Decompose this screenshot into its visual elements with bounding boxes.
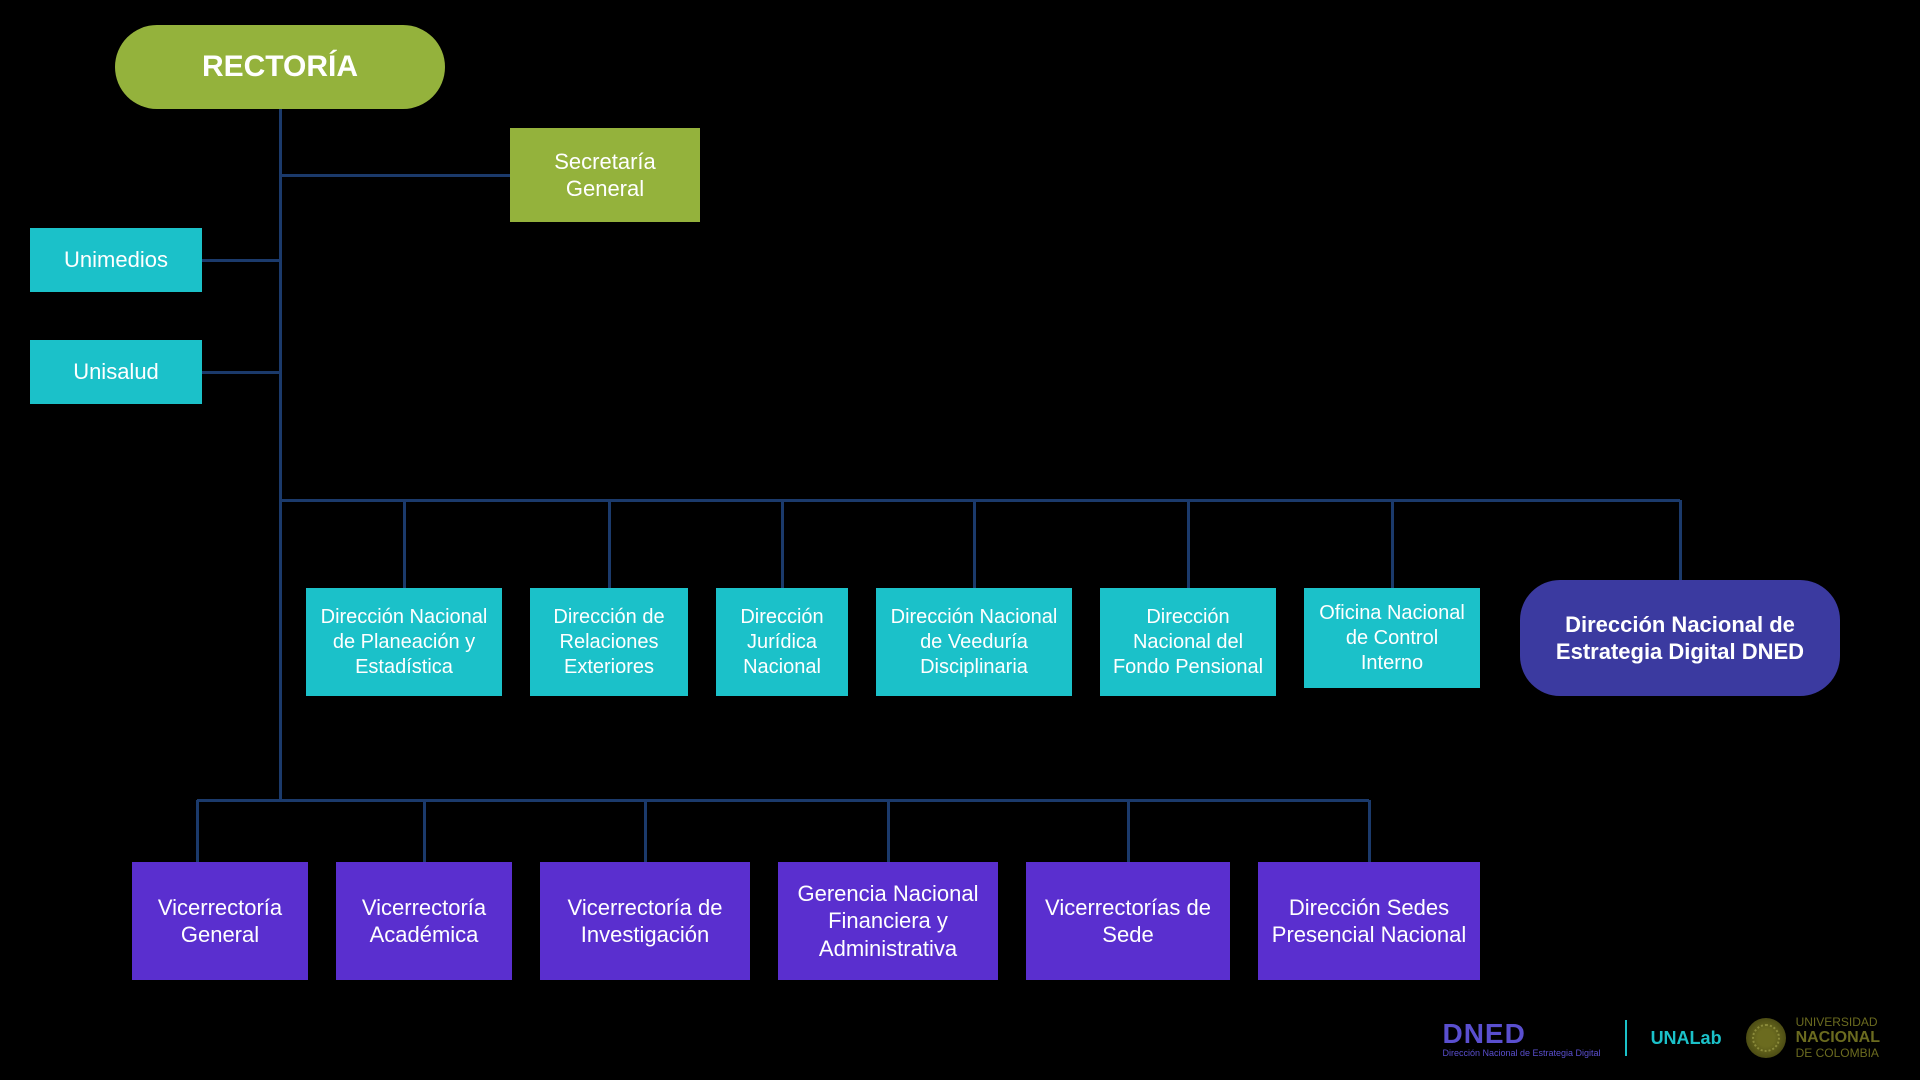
node-dir_juridica: Dirección Jurídica Nacional — [716, 588, 848, 696]
node-secretaria: Secretaría General — [510, 128, 700, 222]
footer-uni-top: UNIVERSIDAD — [1796, 1015, 1878, 1029]
footer-uni-main: NACIONAL — [1796, 1029, 1880, 1046]
connector-line — [973, 500, 976, 588]
connector-line — [279, 109, 282, 800]
footer-separator — [1625, 1020, 1627, 1056]
connector-line — [197, 799, 1369, 802]
node-vice_general: Vicerrectoría General — [132, 862, 308, 980]
university-seal-icon — [1746, 1018, 1786, 1058]
connector-line — [608, 500, 611, 588]
connector-line — [1391, 500, 1394, 588]
node-dir_relaciones: Dirección de Relaciones Exteriores — [530, 588, 688, 696]
connector-line — [781, 500, 784, 588]
connector-line — [202, 371, 280, 374]
connector-line — [196, 800, 199, 862]
node-unimedios: Unimedios — [30, 228, 202, 292]
node-dned: Dirección Nacional de Estrategia Digital… — [1520, 580, 1840, 696]
footer-unalab-text: UNALab — [1651, 1028, 1722, 1049]
footer-dned-sub: Dirección Nacional de Estrategia Digital — [1442, 1048, 1600, 1058]
footer-uni-bot: DE COLOMBIA — [1796, 1046, 1879, 1060]
node-unisalud: Unisalud — [30, 340, 202, 404]
connector-line — [280, 174, 510, 177]
node-dir_veeduria: Dirección Nacional de Veeduría Disciplin… — [876, 588, 1072, 696]
connector-line — [403, 500, 406, 588]
node-dir_planeacion: Dirección Nacional de Planeación y Estad… — [306, 588, 502, 696]
connector-line — [280, 499, 1680, 502]
node-vice_sede: Vicerrectorías de Sede — [1026, 862, 1230, 980]
node-dir_fondo: Dirección Nacional del Fondo Pensional — [1100, 588, 1276, 696]
node-gerencia_financiera: Gerencia Nacional Financiera y Administr… — [778, 862, 998, 980]
footer-university-text: UNIVERSIDAD NACIONAL DE COLOMBIA — [1796, 1016, 1880, 1060]
connector-line — [202, 259, 280, 262]
footer-dned-text: DNED — [1442, 1018, 1525, 1049]
connector-line — [1368, 800, 1371, 862]
node-vice_academica: Vicerrectoría Académica — [336, 862, 512, 980]
footer: DNED Dirección Nacional de Estrategia Di… — [1442, 1016, 1880, 1060]
node-rectoria: RECTORÍA — [115, 25, 445, 109]
footer-university: UNIVERSIDAD NACIONAL DE COLOMBIA — [1746, 1016, 1880, 1060]
node-oficina_control: Oficina Nacional de Control Interno — [1304, 588, 1480, 688]
connector-line — [887, 800, 890, 862]
connector-line — [1679, 500, 1682, 580]
connector-line — [423, 800, 426, 862]
node-vice_investigacion: Vicerrectoría de Investigación — [540, 862, 750, 980]
connector-line — [644, 800, 647, 862]
connector-line — [1187, 500, 1190, 588]
node-dir_sedes_presencial: Dirección Sedes Presencial Nacional — [1258, 862, 1480, 980]
footer-dned-logo: DNED Dirección Nacional de Estrategia Di… — [1442, 1018, 1600, 1058]
connector-line — [1127, 800, 1130, 862]
